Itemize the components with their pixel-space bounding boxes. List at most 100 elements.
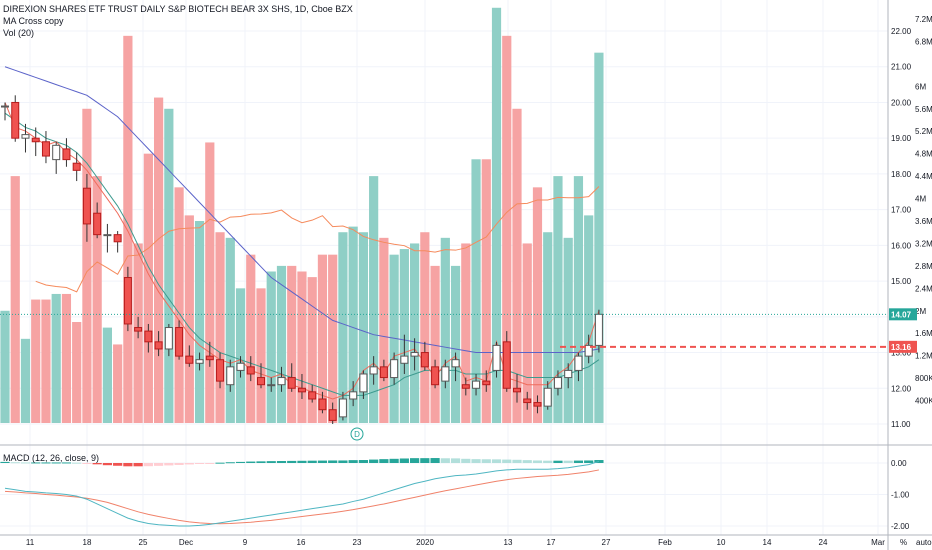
candle-body <box>400 355 409 364</box>
candle <box>257 363 265 389</box>
macd-histogram-bar <box>31 462 41 464</box>
price-axis-label: 12.00 <box>891 384 912 393</box>
volume-axis-label: 2.8M <box>915 262 932 271</box>
candle-body <box>257 377 265 386</box>
candle <box>195 352 204 371</box>
candle <box>1 102 9 121</box>
volume-axis-label: 6.8M <box>915 37 932 46</box>
percent-button[interactable]: % <box>900 538 907 547</box>
candle <box>62 138 71 167</box>
candle <box>297 373 306 399</box>
candle <box>461 377 470 396</box>
volume-bar <box>205 142 215 423</box>
candle <box>369 356 378 385</box>
candle-body <box>431 366 440 386</box>
macd-histogram-bar <box>154 463 164 466</box>
macd-histogram-bar <box>389 458 399 463</box>
candle <box>472 373 481 396</box>
macd-histogram-bar <box>215 462 225 464</box>
symbol-legend[interactable]: DIREXION SHARES ETF TRUST DAILY S&P BIOT… <box>3 4 353 14</box>
macd-signal-line <box>4 469 600 525</box>
candle-body <box>390 359 399 379</box>
ma-legend[interactable]: MA Cross copy <box>3 16 64 26</box>
candle-body <box>594 313 603 346</box>
volume-axis-label: 4.4M <box>915 172 932 181</box>
last-price-tag <box>889 308 917 321</box>
macd-histogram-bar <box>491 459 502 463</box>
macd-histogram-bar <box>143 463 153 467</box>
macd-histogram-bar <box>41 462 51 464</box>
candle <box>123 266 132 332</box>
volume-axis-label: 4.8M <box>915 150 932 159</box>
axis-controls: % auto <box>900 538 932 547</box>
volume-bar <box>113 344 123 423</box>
candle <box>113 231 122 253</box>
candle-body <box>287 377 296 389</box>
candle <box>11 95 20 142</box>
candle-body <box>205 355 214 361</box>
macd-histogram-bar <box>399 458 409 463</box>
candle <box>144 323 153 353</box>
volume-legend[interactable]: Vol (20) <box>3 28 35 38</box>
volume-axis-label: 1.2M <box>915 352 932 361</box>
candle-body <box>41 141 50 157</box>
candle-body <box>502 341 511 389</box>
volume-bar <box>31 299 41 423</box>
price-axis-label: 17.00 <box>891 206 912 215</box>
macd-histogram-bar <box>266 461 276 463</box>
candle <box>338 391 347 421</box>
volume-axis-label: 400K <box>915 397 932 406</box>
candle <box>564 363 573 389</box>
candle <box>277 366 286 392</box>
volume-bar <box>573 176 584 423</box>
candle <box>205 341 214 367</box>
macd-histogram-bar <box>563 460 573 463</box>
macd-histogram-bar <box>369 459 379 463</box>
macd-histogram-bar <box>51 462 61 464</box>
macd-legend[interactable]: MACD (12, 26, close, 9) <box>3 453 100 463</box>
volume-bar <box>92 176 102 423</box>
volume-bar <box>328 254 338 423</box>
price-axis-label: 20.00 <box>891 98 912 107</box>
candle <box>502 331 511 392</box>
volume-axis-label: 3.2M <box>915 239 932 248</box>
volume-bar <box>543 232 553 423</box>
candle-body <box>236 362 245 371</box>
candle-body <box>533 402 542 407</box>
candle-body <box>338 398 347 418</box>
candle <box>287 363 296 392</box>
candle-body <box>31 137 40 143</box>
candle <box>328 402 337 424</box>
candle <box>103 223 112 253</box>
volume-bar <box>369 176 379 423</box>
time-axis-label: 24 <box>819 538 828 547</box>
auto-button[interactable]: auto <box>916 538 932 547</box>
macd-histogram-bar <box>430 458 440 463</box>
macd-histogram-bar <box>338 460 348 463</box>
macd-histogram-bar <box>307 460 317 463</box>
candle <box>523 391 532 410</box>
time-axis: 11 18 25 Dec 9 16 23 2020 13 17 27 Feb 10 14 24 Mar <box>26 538 885 547</box>
price-axis-label: 15.00 <box>891 277 912 286</box>
volume-bar <box>164 108 174 424</box>
candle <box>41 131 50 164</box>
volume-bar <box>61 293 72 423</box>
volume-bar <box>266 271 276 423</box>
time-axis-label: 11 <box>26 538 35 547</box>
candle-body <box>21 134 30 139</box>
macd-histogram-bar <box>194 463 205 464</box>
candle <box>93 202 102 239</box>
candle <box>216 352 225 389</box>
time-axis-label: Feb <box>658 538 672 547</box>
candle <box>82 173 91 242</box>
candle-body <box>185 355 194 364</box>
candle-body <box>379 366 388 379</box>
macd-histogram-bar <box>235 461 246 463</box>
candle <box>21 123 30 153</box>
volume-bar <box>584 215 594 423</box>
macd-histogram-bar <box>10 462 20 464</box>
macd-histogram-bar <box>358 460 368 463</box>
candle-body <box>72 162 81 171</box>
candle-body <box>359 373 368 393</box>
